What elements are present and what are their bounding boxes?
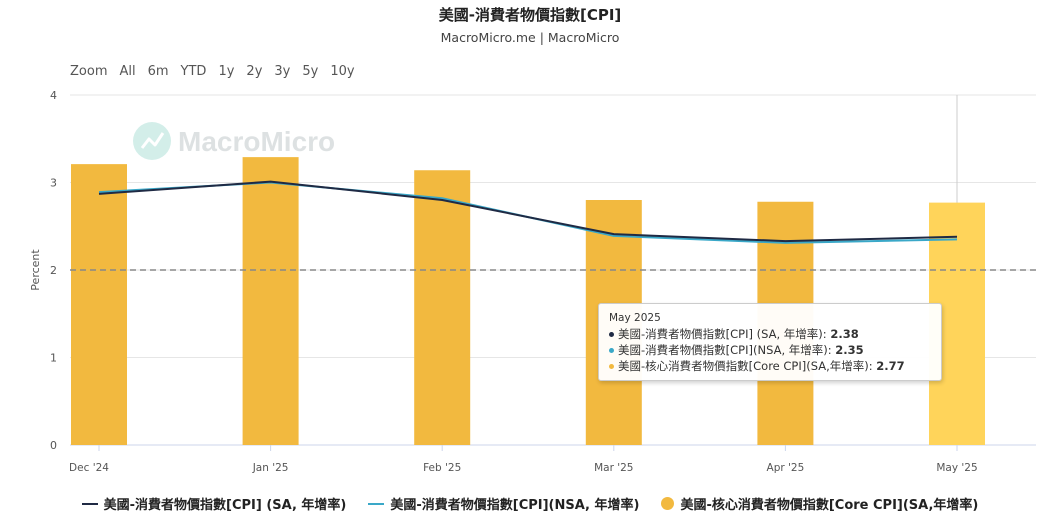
tooltip-dot-icon: [609, 348, 614, 353]
legend-item-cpi-nsa[interactable]: 美國-消費者物價指數[CPI](NSA, 年增率): [368, 494, 639, 513]
line-cpi-sa: [98, 180, 958, 243]
tooltip-value: 2.35: [835, 343, 864, 357]
bar-core-cpi: [242, 157, 299, 445]
range-2y-button[interactable]: 2y: [246, 64, 263, 79]
y-tick-label: 2: [50, 264, 57, 277]
x-axis: Dec '24 Jan '25 Feb '25 Mar '25 Apr '25 May '…: [69, 445, 978, 474]
legend: 美國-消費者物價指數[CPI] (SA, 年增率) 美國-消費者物價指數[CPI…: [0, 494, 1060, 513]
legend-line-icon: [368, 502, 385, 505]
tooltip-dot-icon: [609, 364, 614, 369]
watermark-logo-icon: [133, 122, 171, 160]
x-tick-label: Apr '25: [767, 462, 805, 474]
line-series: [98, 180, 958, 244]
y-axis-label: Percent: [29, 249, 42, 291]
y-tick-label: 4: [50, 89, 57, 102]
legend-label: 美國-核心消費者物價指數[Core CPI](SA,年增率): [680, 498, 979, 513]
watermark-text: MacroMicro: [178, 126, 335, 157]
tooltip-date: May 2025: [609, 312, 661, 324]
range-selector: Zoom All 6m YTD 1y 2y 3y 5y 10y: [64, 62, 361, 81]
bar-core-cpi: [71, 164, 127, 445]
tooltip-value: 2.77: [876, 359, 905, 373]
legend-label: 美國-消費者物價指數[CPI] (SA, 年增率): [103, 498, 347, 513]
tooltip-label: 美國-消費者物價指數[CPI] (SA, 年增率):: [618, 327, 831, 341]
legend-label: 美國-消費者物價指數[CPI](NSA, 年增率): [390, 498, 640, 513]
y-tick-label: 3: [50, 177, 57, 190]
line-cpi-nsa: [98, 181, 958, 244]
tooltip-label: 美國-消費者物價指數[CPI](NSA, 年增率):: [618, 343, 836, 357]
legend-line-icon: [81, 502, 98, 505]
x-tick-label: Jan '25: [252, 462, 289, 474]
tooltip: May 2025 美國-消費者物價指數[CPI] (SA, 年增率): 2.38…: [598, 303, 942, 381]
chart-plot[interactable]: MacroMicro 0 1 2 3 4 Dec '24 Jan '25 Feb '25 Ma…: [0, 0, 1060, 490]
tooltip-dot-icon: [609, 332, 614, 337]
y-tick-label: 0: [50, 439, 57, 452]
tooltip-value: 2.38: [830, 327, 859, 341]
legend-dot-icon: [661, 497, 675, 510]
bar-core-cpi: [414, 170, 471, 445]
y-axis: 0 1 2 3 4: [50, 89, 57, 452]
tooltip-row-core-cpi: 美國-核心消費者物價指數[Core CPI](SA,年增率): 2.77: [609, 358, 905, 374]
range-3y-button[interactable]: 3y: [274, 64, 291, 79]
x-tick-label: Feb '25: [423, 462, 461, 474]
range-1y-button[interactable]: 1y: [218, 64, 235, 79]
chart-subtitle: MacroMicro.me | MacroMicro: [440, 30, 620, 45]
legend-item-cpi-sa[interactable]: 美國-消費者物價指數[CPI] (SA, 年增率): [81, 494, 347, 513]
watermark: MacroMicro: [133, 122, 335, 160]
x-tick-label: Mar '25: [594, 462, 633, 474]
chart-title: 美國-消費者物價指數[CPI]: [438, 6, 622, 24]
range-6m-button[interactable]: 6m: [147, 64, 169, 79]
range-10y-button[interactable]: 10y: [330, 64, 355, 79]
x-tick-label: May '25: [936, 462, 977, 474]
range-zoom-label: Zoom: [70, 64, 108, 79]
legend-item-core-cpi[interactable]: 美國-核心消費者物價指數[Core CPI](SA,年增率): [661, 494, 978, 513]
tooltip-row-cpi-nsa: 美國-消費者物價指數[CPI](NSA, 年增率): 2.35: [609, 342, 864, 358]
tooltip-row-cpi-sa: 美國-消費者物價指數[CPI] (SA, 年增率): 2.38: [609, 326, 859, 342]
range-5y-button[interactable]: 5y: [302, 64, 319, 79]
tooltip-label: 美國-核心消費者物價指數[Core CPI](SA,年增率):: [618, 359, 877, 373]
bar-series: [71, 157, 985, 445]
range-all-button[interactable]: All: [119, 64, 136, 79]
x-tick-label: Dec '24: [69, 462, 109, 474]
range-ytd-button[interactable]: YTD: [180, 64, 207, 79]
y-tick-label: 1: [50, 352, 57, 365]
